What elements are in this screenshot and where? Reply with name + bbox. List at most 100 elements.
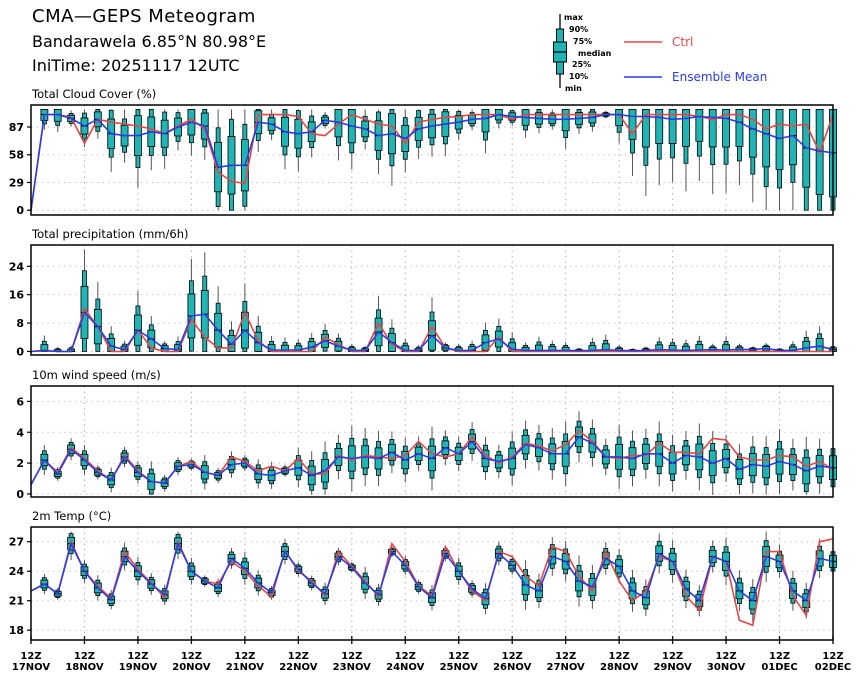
box-plot — [668, 109, 677, 183]
box-p25-p75 — [655, 109, 664, 144]
box-plot — [174, 109, 182, 151]
legend-p25: 25% — [572, 60, 591, 69]
box-plot — [281, 109, 289, 170]
box-plot — [454, 109, 463, 140]
box-plot — [815, 326, 824, 352]
box-p25-p75 — [802, 340, 811, 352]
x-tick-hour: 12Z — [769, 651, 790, 662]
box-plot — [789, 109, 797, 211]
x-axis: 12Z17NOV12Z18NOV12Z19NOV12Z20NOV12Z21NOV… — [12, 636, 851, 673]
box-plot — [481, 109, 490, 154]
box-plot — [80, 109, 89, 148]
y-tick-label: 87 — [9, 121, 24, 134]
box-plot — [628, 109, 637, 176]
box-p25-p75 — [748, 109, 757, 158]
x-tick-hour: 12Z — [127, 651, 148, 662]
box-plot — [134, 109, 142, 188]
box-plot — [722, 109, 730, 193]
box-p25-p75 — [775, 109, 784, 170]
panel-title-temp: 2m Temp (°C) — [32, 509, 111, 523]
legend-min: min — [565, 84, 582, 93]
x-tick-date: 02DEC — [815, 662, 851, 673]
x-tick-hour: 12Z — [448, 651, 469, 662]
x-tick-date: 28NOV — [600, 662, 639, 673]
y-tick-label: 0 — [16, 345, 24, 358]
x-tick-hour: 12Z — [502, 651, 523, 662]
x-tick-date: 29NOV — [653, 662, 692, 673]
legend-p90: 90% — [569, 25, 588, 34]
box-p25-p75 — [762, 109, 771, 168]
box-plot — [187, 258, 196, 352]
x-tick-date: 19NOV — [119, 662, 158, 673]
panel-title-precip: Total precipitation (mm/6h) — [31, 227, 188, 241]
chart-title: CMA—GEPS Meteogram — [32, 6, 256, 27]
y-tick-label: 21 — [9, 595, 24, 608]
box-plot — [762, 343, 771, 352]
box-plot — [641, 109, 650, 196]
panel-precip: 0 8 16 24 — [9, 244, 837, 358]
x-tick-date: 22NOV — [279, 662, 318, 673]
box-p25-p75 — [695, 109, 704, 142]
legend-ctrl-label: Ctrl — [672, 35, 693, 49]
box-plot — [735, 343, 744, 352]
panel-frame — [30, 244, 834, 356]
box-p25-p75 — [641, 109, 650, 148]
box-plot — [535, 109, 543, 134]
x-tick-hour: 12Z — [181, 651, 202, 662]
x-tick-hour: 12Z — [822, 651, 843, 662]
box-plot — [347, 109, 356, 170]
legend-mean-label: Ensemble Mean — [672, 70, 767, 84]
x-tick-hour: 12Z — [395, 651, 416, 662]
box-plot — [160, 109, 169, 169]
legend-p75: 75% — [573, 37, 592, 46]
panel-title-cloud: Total Cloud Cover (%) — [31, 87, 156, 101]
panel-frame — [30, 385, 834, 498]
box-plot — [147, 461, 156, 495]
x-tick-date: 27NOV — [547, 662, 586, 673]
legend-p10: 10% — [569, 72, 588, 81]
box-plot — [214, 286, 223, 352]
box-plot — [387, 319, 396, 352]
box-plot — [334, 109, 343, 161]
box-plot — [374, 109, 383, 175]
box-plot — [708, 109, 717, 195]
box-plot — [441, 109, 450, 157]
box-plot — [655, 109, 664, 186]
box-plot — [695, 109, 704, 181]
box-plot — [254, 315, 263, 352]
box-plot — [187, 109, 196, 156]
box-plot — [695, 335, 704, 352]
panel-frame — [30, 104, 834, 216]
x-tick-hour: 12Z — [555, 651, 576, 662]
x-tick-hour: 12Z — [20, 651, 41, 662]
legend: max 90% 75% median 25% 10% min Ctrl Ense… — [553, 13, 767, 93]
y-tick-label: 0 — [16, 204, 24, 217]
x-tick-date: 18NOV — [65, 662, 104, 673]
box-p25-p75 — [481, 109, 490, 133]
y-tick-label: 24 — [9, 565, 25, 578]
y-tick-label: 8 — [16, 317, 24, 330]
box-plot — [387, 109, 396, 186]
x-tick-hour: 12Z — [288, 651, 309, 662]
box-p25-p75 — [628, 109, 637, 140]
panel-cloud: 0 29 58 87 — [9, 104, 837, 217]
y-tick-label: 24 — [9, 260, 25, 273]
y-tick-label: 4 — [16, 426, 24, 439]
box-plot — [147, 109, 156, 171]
panel-title-wind: 10m wind speed (m/s) — [32, 368, 161, 382]
box-p25-p75 — [735, 109, 744, 147]
box-p25-p75 — [682, 109, 690, 147]
box-plot — [748, 109, 757, 203]
y-tick-label: 0 — [16, 488, 24, 501]
ensemble-mean-line — [30, 113, 834, 211]
box-plot — [775, 109, 784, 211]
x-tick-hour: 12Z — [609, 651, 630, 662]
box-plot — [227, 109, 236, 211]
y-tick-label: 27 — [9, 536, 24, 549]
x-tick-hour: 12Z — [715, 651, 736, 662]
x-tick-hour: 12Z — [662, 651, 683, 662]
x-tick-date: 23NOV — [333, 662, 372, 673]
box-plot — [40, 335, 49, 352]
y-tick-label: 18 — [9, 624, 24, 637]
